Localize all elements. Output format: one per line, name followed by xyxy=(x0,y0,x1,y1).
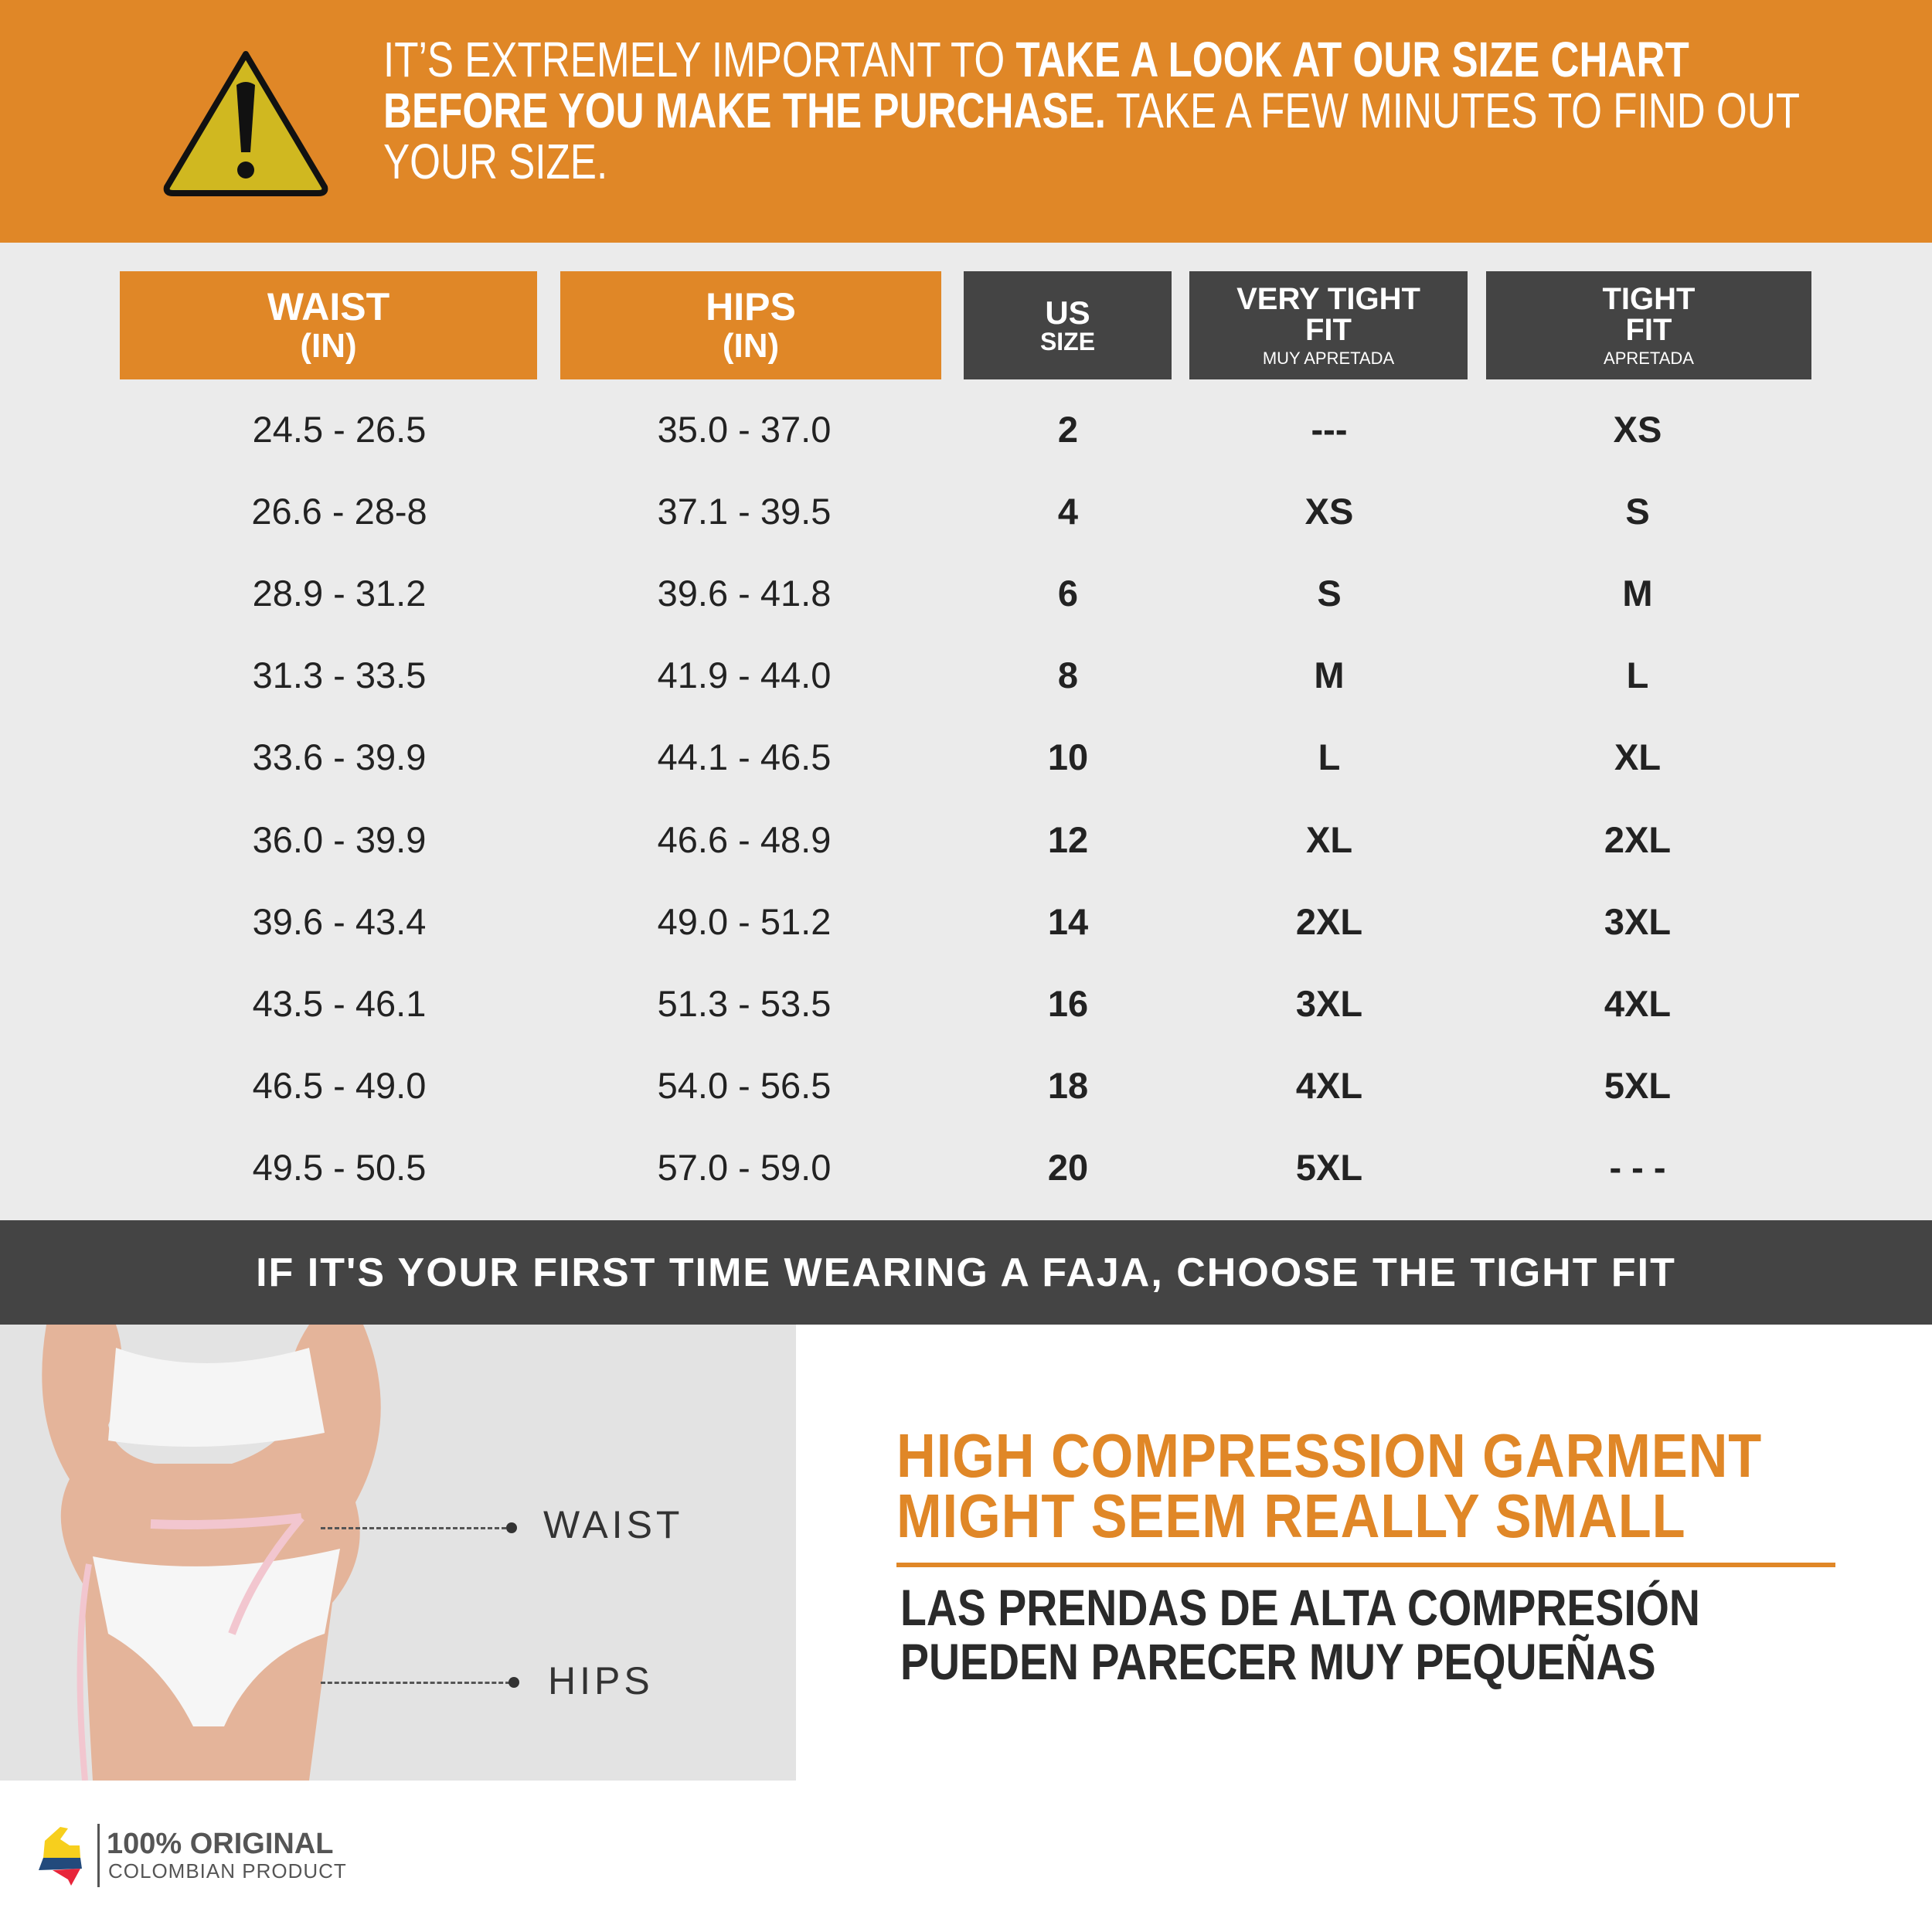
column-header-4: TIGHT FIT APRETADA xyxy=(1486,271,1811,379)
column-title: TIGHT FIT xyxy=(1602,282,1696,347)
spanish-line-2: PUEDEN PARECER MUY PEQUEÑAS xyxy=(900,1633,1656,1690)
table-cell: 49.0 - 51.2 xyxy=(657,900,832,942)
table-cell: 46.6 - 48.9 xyxy=(657,818,832,860)
column-subtitle: APRETADA xyxy=(1604,349,1694,368)
column-subtitle: MUY APRETADA xyxy=(1262,349,1395,368)
logo-line-1: 100% ORIGINAL xyxy=(107,1828,334,1860)
table-cell: S xyxy=(1625,490,1650,532)
table-cell: 54.0 - 56.5 xyxy=(657,1065,832,1107)
column-subtitle: (IN) xyxy=(722,327,780,365)
column-header-2: US SIZE xyxy=(964,271,1172,379)
compression-note-spanish: LAS PRENDAS DE ALTA COMPRESIÓN PUEDEN PA… xyxy=(900,1580,1700,1689)
warning-text-2: TAKE A FEW MINUTES TO FIND OUT YOUR SIZE… xyxy=(383,83,1800,189)
table-cell: 31.3 - 33.5 xyxy=(252,655,427,696)
table-cell: 28.9 - 31.2 xyxy=(252,572,427,614)
table-cell: 4XL xyxy=(1295,1065,1363,1107)
logo-line-2: COLOMBIAN PRODUCT xyxy=(108,1859,347,1883)
table-cell: 5XL xyxy=(1604,1065,1672,1107)
table-cell: 43.5 - 46.1 xyxy=(252,982,427,1024)
table-cell: M xyxy=(1622,572,1653,614)
warning-text-bold: TAKE A LOOK AT OUR SIZE CHART BEFORE YOU… xyxy=(383,32,1689,138)
table-cell: 35.0 - 37.0 xyxy=(657,408,832,450)
column-title: VERY TIGHT FIT xyxy=(1236,282,1420,347)
column-title: US xyxy=(1045,294,1090,331)
hips-label: HIPS xyxy=(548,1659,654,1702)
table-cell: 41.9 - 44.0 xyxy=(657,655,832,696)
warning-triangle-icon xyxy=(163,51,328,196)
table-cell: 5XL xyxy=(1295,1147,1363,1189)
table-cell: 37.1 - 39.5 xyxy=(657,490,832,532)
column-header-3: VERY TIGHT FIT MUY APRETADA xyxy=(1189,271,1468,379)
waist-pointer-line xyxy=(321,1527,506,1529)
table-cell: 44.1 - 46.5 xyxy=(657,736,832,778)
table-cell: 3XL xyxy=(1295,982,1363,1024)
table-cell: 4XL xyxy=(1604,982,1672,1024)
table-cell: 6 xyxy=(1057,572,1079,614)
table-cell: - - - xyxy=(1609,1147,1666,1189)
table-cell: 57.0 - 59.0 xyxy=(657,1147,832,1189)
english-line-2: MIGHT SEEM REALLY SMALL xyxy=(896,1481,1686,1550)
table-cell: 24.5 - 26.5 xyxy=(252,408,427,450)
table-cell: 3XL xyxy=(1604,900,1672,942)
waist-pointer-dot xyxy=(506,1522,517,1533)
table-cell: XL xyxy=(1305,818,1353,860)
table-cell: 4 xyxy=(1057,490,1079,532)
measurement-photo: WAIST HIPS xyxy=(0,1325,796,1781)
table-cell: XL xyxy=(1614,736,1662,778)
table-cell: 46.5 - 49.0 xyxy=(252,1065,427,1107)
column-subtitle: (IN) xyxy=(300,327,357,365)
warning-message: IT’S EXTREMELY IMPORTANT TO TAKE A LOOK … xyxy=(383,34,1824,187)
colombian-product-logo: 100% ORIGINAL COLOMBIAN PRODUCT xyxy=(37,1824,377,1889)
spanish-line-1: LAS PRENDAS DE ALTA COMPRESIÓN xyxy=(900,1579,1700,1636)
table-cell: 2XL xyxy=(1295,900,1363,942)
hips-pointer-line xyxy=(321,1682,510,1684)
compression-note-english: HIGH COMPRESSION GARMENT MIGHT SEEM REAL… xyxy=(896,1421,1763,1550)
table-cell: 18 xyxy=(1047,1065,1089,1107)
table-cell: 49.5 - 50.5 xyxy=(252,1147,427,1189)
warning-text-1: IT’S EXTREMELY IMPORTANT TO xyxy=(383,32,1016,87)
table-cell: L xyxy=(1318,736,1341,778)
waist-label: WAIST xyxy=(543,1503,684,1546)
table-cell: S xyxy=(1317,572,1342,614)
table-cell: 51.3 - 53.5 xyxy=(657,982,832,1024)
table-cell: 8 xyxy=(1057,655,1079,696)
column-header-0: WAIST (IN) xyxy=(120,271,537,379)
table-cell: 10 xyxy=(1047,736,1089,778)
table-cell: 2 xyxy=(1057,408,1079,450)
table-cell: --- xyxy=(1311,408,1348,450)
orange-divider xyxy=(896,1563,1835,1567)
column-title: HIPS xyxy=(706,285,796,328)
table-cell: 12 xyxy=(1047,818,1089,860)
table-cell: L xyxy=(1626,655,1649,696)
first-time-banner: IF IT'S YOUR FIRST TIME WEARING A FAJA, … xyxy=(0,1220,1932,1325)
table-cell: XS xyxy=(1304,490,1354,532)
size-table xyxy=(0,243,1932,1220)
column-header-1: HIPS (IN) xyxy=(560,271,941,379)
column-title: WAIST xyxy=(267,285,390,328)
logo-divider xyxy=(97,1824,100,1887)
table-cell: M xyxy=(1314,655,1345,696)
colombia-map-icon xyxy=(39,1827,82,1886)
table-cell: XS xyxy=(1613,408,1662,450)
body-illustration xyxy=(42,1325,381,1781)
table-cell: 26.6 - 28-8 xyxy=(251,490,427,532)
table-cell: 16 xyxy=(1047,982,1089,1024)
table-cell: 39.6 - 41.8 xyxy=(657,572,832,614)
table-cell: 33.6 - 39.9 xyxy=(252,736,427,778)
hips-pointer-dot xyxy=(509,1677,519,1688)
column-subtitle: SIZE xyxy=(1039,328,1096,355)
table-cell: 14 xyxy=(1047,900,1089,942)
table-cell: 2XL xyxy=(1604,818,1672,860)
warning-header xyxy=(0,0,1932,243)
table-cell: 39.6 - 43.4 xyxy=(252,900,427,942)
table-cell: 36.0 - 39.9 xyxy=(252,818,427,860)
english-line-1: HIGH COMPRESSION GARMENT xyxy=(896,1421,1763,1490)
table-cell: 20 xyxy=(1047,1147,1089,1189)
